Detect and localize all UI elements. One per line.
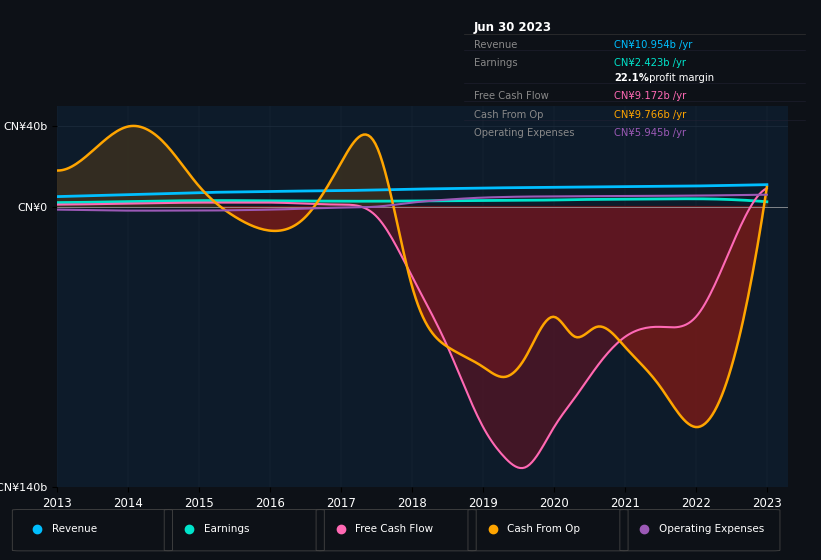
Text: Earnings: Earnings [204, 524, 249, 534]
Text: Revenue: Revenue [474, 40, 517, 50]
Text: Jun 30 2023: Jun 30 2023 [474, 21, 552, 34]
Text: CN¥2.423b /yr: CN¥2.423b /yr [614, 58, 686, 68]
Text: CN¥5.945b /yr: CN¥5.945b /yr [614, 128, 686, 138]
Text: Free Cash Flow: Free Cash Flow [474, 91, 548, 101]
Text: 22.1%: 22.1% [614, 73, 649, 83]
Text: Free Cash Flow: Free Cash Flow [355, 524, 433, 534]
Text: Operating Expenses: Operating Expenses [474, 128, 575, 138]
Text: profit margin: profit margin [646, 73, 714, 83]
Text: CN¥9.172b /yr: CN¥9.172b /yr [614, 91, 686, 101]
Text: CN¥10.954b /yr: CN¥10.954b /yr [614, 40, 692, 50]
Text: CN¥9.766b /yr: CN¥9.766b /yr [614, 110, 686, 120]
Text: Revenue: Revenue [52, 524, 97, 534]
Text: Cash From Op: Cash From Op [507, 524, 580, 534]
Text: Earnings: Earnings [474, 58, 518, 68]
Text: Operating Expenses: Operating Expenses [659, 524, 764, 534]
Text: Cash From Op: Cash From Op [474, 110, 544, 120]
